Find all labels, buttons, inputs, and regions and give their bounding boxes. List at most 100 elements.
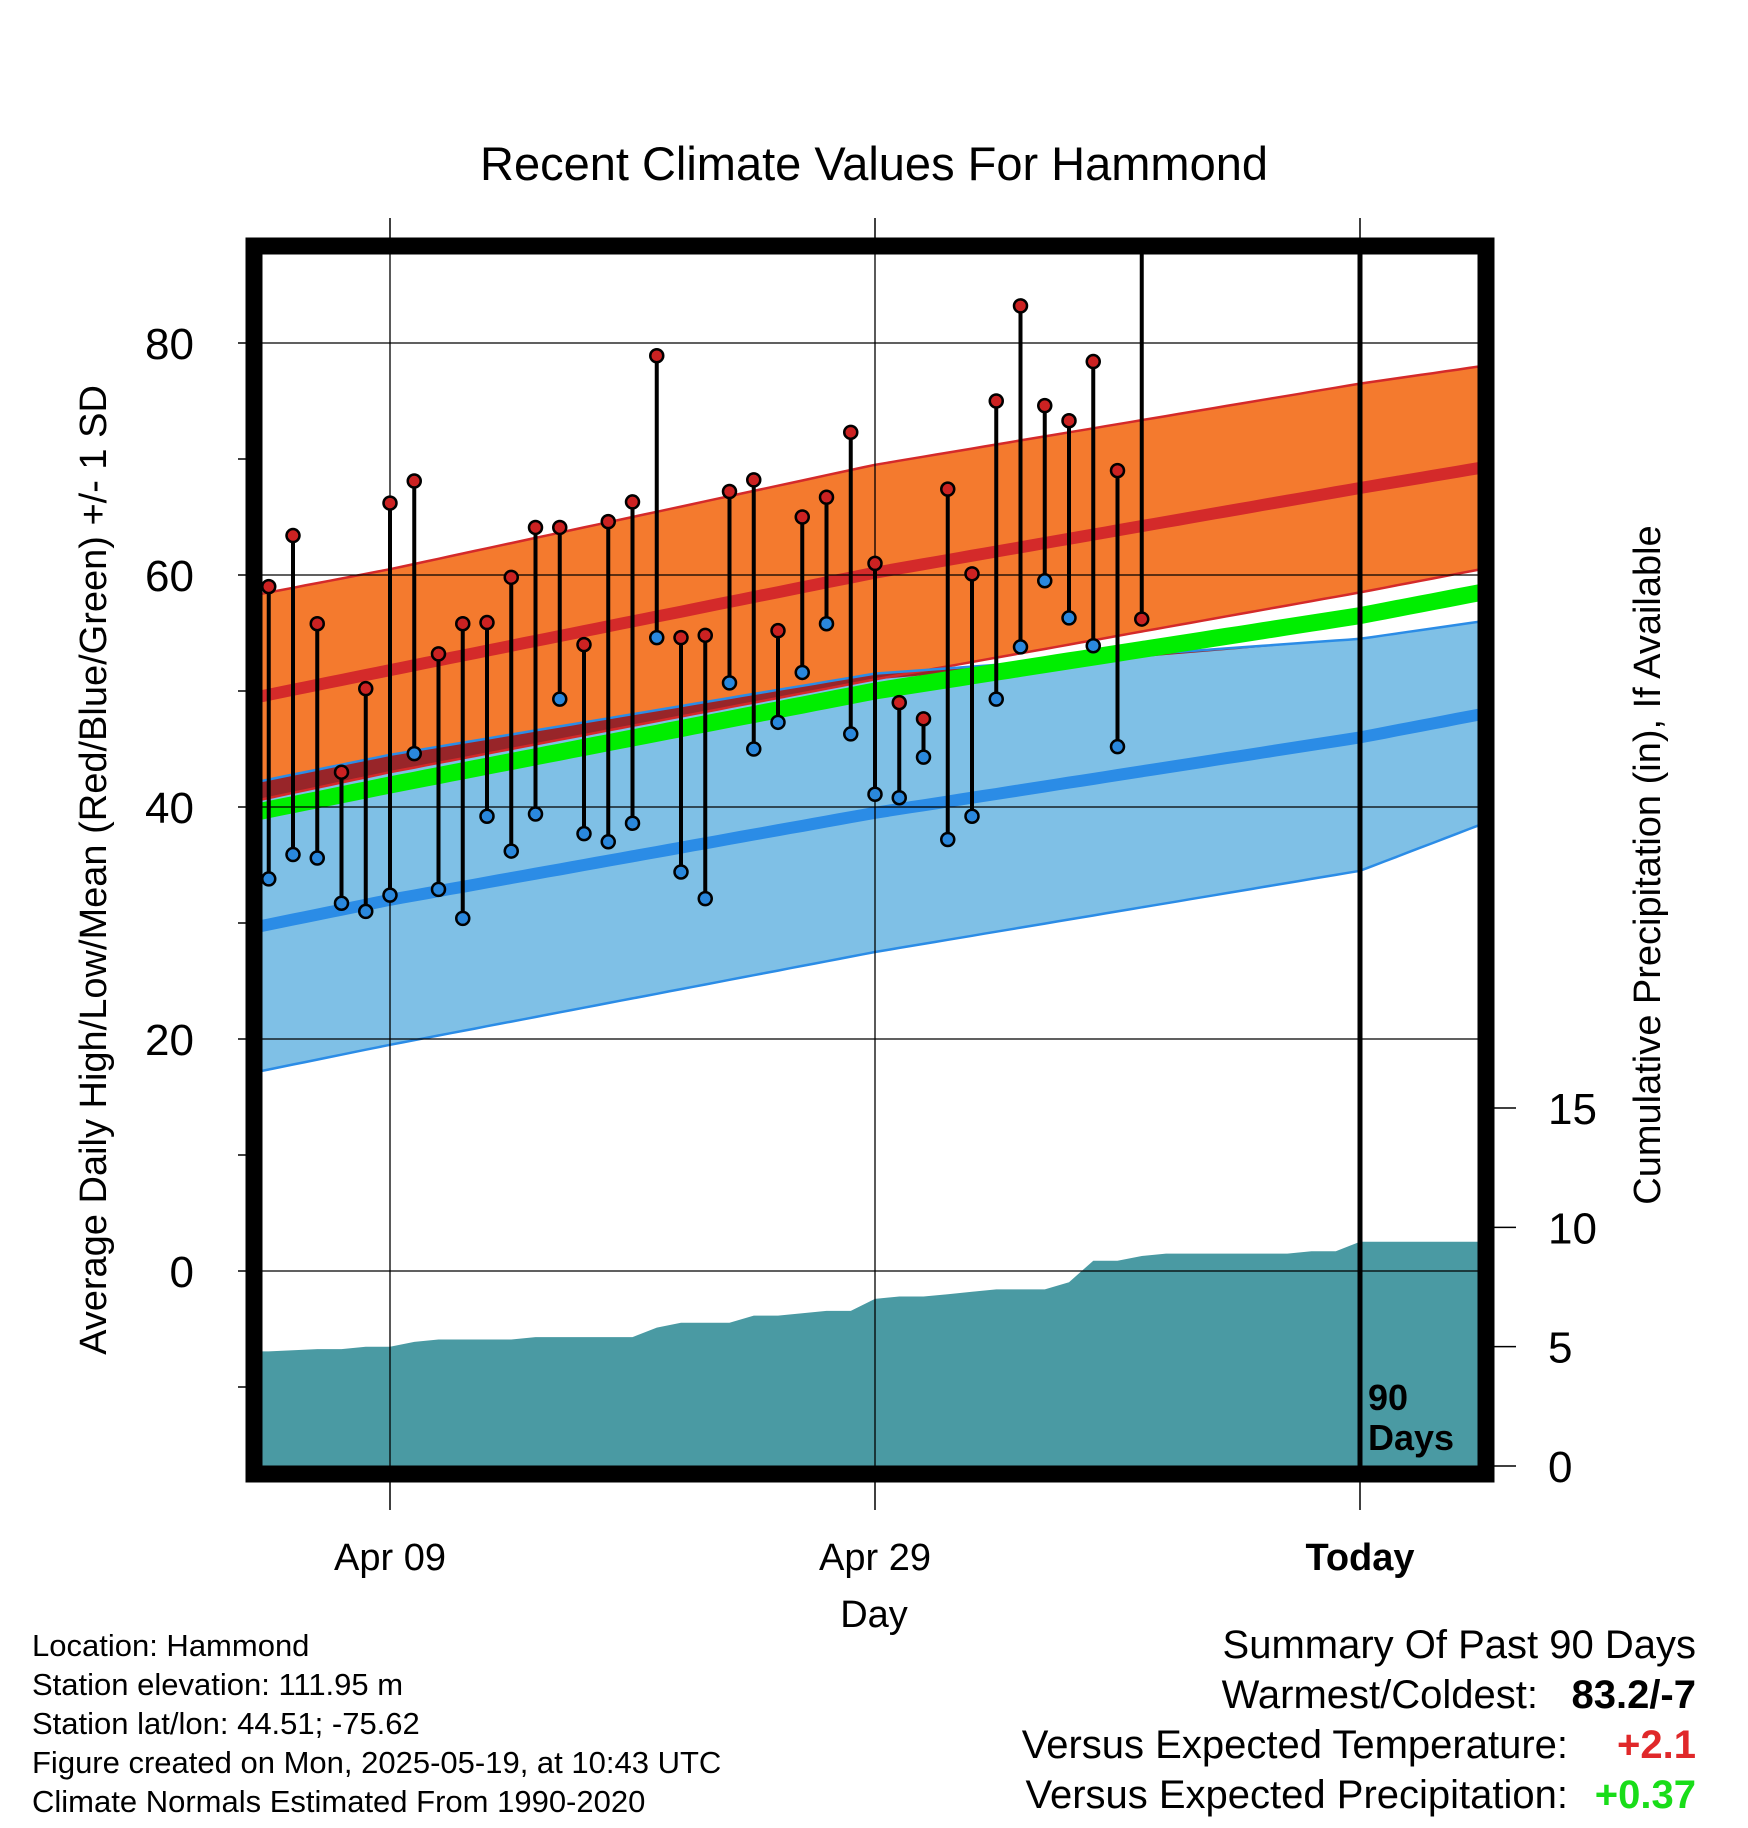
daily-high-point xyxy=(843,424,859,441)
y2-tick-label: 10 xyxy=(1548,1204,1597,1253)
daily-low-point xyxy=(20,849,33,862)
x-tick-label: Apr 29 xyxy=(819,1537,931,1579)
daily-low-point xyxy=(309,850,325,866)
today-marker-label-2: Days xyxy=(1368,1417,1454,1458)
daily-high-point xyxy=(1305,0,1318,7)
daily-high-point xyxy=(940,481,956,497)
daily-high-point xyxy=(576,636,592,653)
y-tick-label: 60 xyxy=(145,552,194,601)
temp-row: Versus Expected Temperature: +2.1 xyxy=(1022,1720,1696,1770)
daily-low-point xyxy=(455,910,471,927)
daily-low-point xyxy=(0,1009,9,1022)
daily-low-point xyxy=(1184,0,1197,7)
station-info: Location: Hammond Station elevation: 111… xyxy=(32,1626,721,1821)
daily-high-point xyxy=(503,569,519,586)
daily-low-point xyxy=(746,741,762,757)
daily-high-point xyxy=(1037,397,1053,414)
daily-low-point xyxy=(430,881,447,898)
daily-low-point xyxy=(1085,638,1101,654)
daily-low-point xyxy=(891,789,907,806)
daily-high-point xyxy=(673,629,689,646)
plot-frame xyxy=(245,237,1495,1483)
daily-low-point xyxy=(117,926,130,939)
precip-label: Versus Expected Precipitation: xyxy=(1025,1773,1568,1817)
daily-high-point xyxy=(333,764,350,780)
daily-high-point xyxy=(1160,0,1173,7)
daily-low-point xyxy=(1160,0,1173,7)
daily-low-point xyxy=(818,615,835,632)
daily-low-point xyxy=(479,808,495,825)
daily-low-point xyxy=(940,831,956,848)
y-tick-label: 80 xyxy=(145,320,194,369)
daily-low-point xyxy=(214,836,227,849)
x-tick-label: Apr 09 xyxy=(334,1537,446,1579)
daily-high-point xyxy=(697,627,713,644)
daily-low-point xyxy=(624,815,641,831)
daily-low-point xyxy=(964,808,980,825)
y2-tick-label: 5 xyxy=(1548,1324,1572,1373)
daily-low-point xyxy=(649,629,665,646)
daily-low-point xyxy=(44,860,57,873)
daily-low-point xyxy=(1257,0,1270,7)
daily-low-point xyxy=(1329,0,1342,7)
warm-cold-row: Warmest/Coldest: 83.2/-7 xyxy=(1022,1670,1696,1720)
daily-low-point xyxy=(503,843,519,859)
warm-cold-label: Warmest/Coldest: xyxy=(1221,1673,1538,1717)
precip-area xyxy=(262,1241,1478,1466)
y-tick-label: 20 xyxy=(145,1016,194,1065)
daily-high-point xyxy=(1109,462,1126,479)
daily-low-point xyxy=(576,825,592,842)
daily-high-point xyxy=(721,483,738,500)
high-sd-band xyxy=(262,366,1478,800)
daily-high-point xyxy=(1232,0,1245,7)
daily-low-point xyxy=(285,846,301,863)
daily-low-point xyxy=(552,691,568,707)
x-tick-label: Today xyxy=(1305,1537,1414,1579)
y-tick-label: 0 xyxy=(170,1248,194,1297)
daily-low-point xyxy=(1061,610,1077,626)
daily-high-point xyxy=(1281,0,1294,7)
temp-label: Versus Expected Temperature: xyxy=(1021,1723,1568,1767)
daily-high-point xyxy=(794,509,810,525)
temp-value: +2.1 xyxy=(1617,1723,1696,1767)
high-sd-upper-line xyxy=(262,365,1478,595)
daily-low-point xyxy=(1135,0,1148,7)
chart-title: Recent Climate Values For Hammond xyxy=(480,137,1268,190)
daily-high-point xyxy=(214,774,227,787)
daily-low-point xyxy=(1037,573,1053,589)
daily-high-point xyxy=(818,489,835,506)
daily-low-point xyxy=(333,895,350,912)
daily-high-point xyxy=(1184,0,1197,7)
daily-high-point xyxy=(915,711,932,727)
daily-high-point xyxy=(867,555,883,572)
daily-low-point xyxy=(262,871,277,887)
daily-high-point xyxy=(649,348,665,364)
summary-panel: Summary Of Past 90 Days Warmest/Coldest:… xyxy=(1022,1620,1696,1820)
x-axis-label: Day xyxy=(840,1594,908,1636)
daily-low-point xyxy=(843,726,859,742)
y-axis-label: Average Daily High/Low/Mean (Red/Blue/Gr… xyxy=(73,385,115,1355)
daily-high-point xyxy=(770,622,786,639)
daily-high-point xyxy=(1012,298,1029,314)
daily-high-point xyxy=(600,513,616,530)
low-sd-lower-line xyxy=(262,824,1478,1073)
daily-high-point xyxy=(44,657,57,670)
latlon-line: Station lat/lon: 44.51; -75.62 xyxy=(32,1706,420,1741)
daily-high-point xyxy=(285,527,301,544)
daily-high-point xyxy=(455,615,471,632)
daily-low-point xyxy=(1109,738,1126,755)
precip-value: +0.37 xyxy=(1594,1773,1696,1817)
daily-high-point xyxy=(1208,0,1221,7)
daily-low-point xyxy=(600,834,616,850)
daily-low-point xyxy=(358,903,374,920)
daily-high-point xyxy=(0,805,9,818)
normals-line: Climate Normals Estimated From 1990-2020 xyxy=(32,1784,646,1819)
daily-high-point xyxy=(358,680,374,697)
summary-heading: Summary Of Past 90 Days xyxy=(1222,1623,1696,1667)
daily-high-point xyxy=(117,700,130,713)
daily-low-point xyxy=(1305,0,1318,7)
daily-low-point xyxy=(770,714,786,731)
y2-tick-label: 0 xyxy=(1548,1443,1572,1492)
plot-content xyxy=(0,0,1478,1466)
